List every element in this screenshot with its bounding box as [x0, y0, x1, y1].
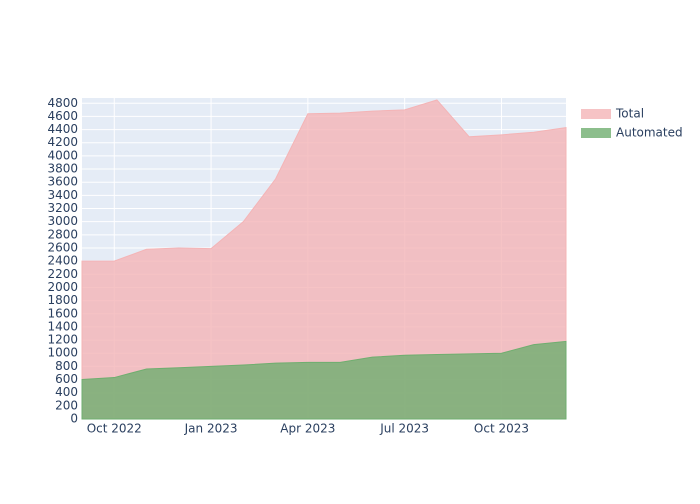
y-tick-label: 3400 [47, 188, 78, 202]
x-tick-label: Oct 2022 [87, 422, 142, 436]
x-tick-label: Apr 2023 [280, 422, 335, 436]
y-tick-label: 600 [55, 372, 78, 386]
y-tick-label: 4400 [47, 122, 78, 136]
y-tick-label: 4000 [47, 148, 78, 162]
y-tick-label: 400 [55, 385, 78, 399]
x-tick-label: Jan 2023 [184, 422, 238, 436]
y-tick-label: 3800 [47, 162, 78, 176]
area [81, 99, 567, 420]
legend-swatch [581, 128, 611, 138]
y-tick-label: 2400 [47, 254, 78, 268]
y-tick-label: 1000 [47, 346, 78, 360]
y-tick-label: 4200 [47, 135, 78, 149]
y-tick-label: 4600 [47, 109, 78, 123]
y-tick-label: 200 [55, 398, 78, 412]
y-tick-label: 4800 [47, 96, 78, 110]
legend-swatch [581, 109, 611, 119]
y-tick-label: 3600 [47, 175, 78, 189]
y-tick-label: 2000 [47, 280, 78, 294]
y-tick-label: 1200 [47, 333, 78, 347]
y-tick-label: 2200 [47, 267, 78, 281]
y-tick-label: 1800 [47, 293, 78, 307]
y-tick-label: 3200 [47, 201, 78, 215]
y-tick-label: 1400 [47, 319, 78, 333]
y-tick-label: 2800 [47, 227, 78, 241]
y-tick-label: 2600 [47, 240, 78, 254]
x-tick-label: Jul 2023 [379, 422, 429, 436]
y-tick-label: 0 [70, 412, 78, 426]
area [81, 340, 567, 420]
y-tick-label: 3000 [47, 214, 78, 228]
y-tick-label: 800 [55, 359, 78, 373]
legend-label: Total [615, 107, 644, 121]
legend-label: Automated [616, 126, 683, 140]
x-tick-label: Oct 2023 [474, 422, 529, 436]
y-tick-label: 1600 [47, 306, 78, 320]
